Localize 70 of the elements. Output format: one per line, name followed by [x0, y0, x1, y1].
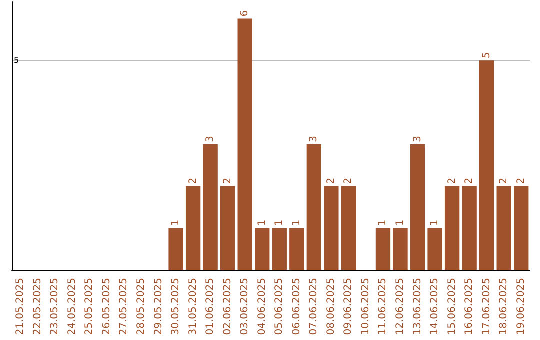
- x-tick-label: 23.05.2025: [50, 278, 61, 336]
- x-tick-label: 16.06.2025: [464, 278, 476, 336]
- bar: [238, 18, 252, 270]
- data-label: 1: [256, 220, 268, 226]
- data-label: 1: [170, 220, 182, 226]
- x-tick-label: 04.06.2025: [256, 278, 268, 336]
- data-label: 5: [481, 52, 492, 59]
- bar: [324, 186, 339, 270]
- bar: [479, 60, 494, 270]
- bar: [220, 186, 236, 270]
- x-tick-label: 19.06.2025: [516, 278, 527, 336]
- bar: [428, 228, 442, 270]
- bar: [203, 144, 218, 270]
- x-tick-label: 12.06.2025: [395, 278, 406, 336]
- data-label: 1: [378, 220, 389, 226]
- data-label: 2: [446, 178, 458, 184]
- x-tick-label: 11.06.2025: [378, 278, 389, 336]
- x-tick-label: 06.06.2025: [291, 278, 302, 336]
- x-tick-label: 03.06.2025: [240, 278, 251, 336]
- x-tick-label: 05.06.2025: [274, 278, 286, 336]
- data-label: 1: [430, 220, 441, 226]
- data-label: 2: [498, 178, 510, 184]
- data-label: 2: [188, 178, 199, 184]
- data-label: 3: [308, 136, 320, 142]
- x-tick-label: 25.05.2025: [84, 278, 96, 336]
- bar: [272, 228, 287, 270]
- x-tick-label: 15.06.2025: [446, 278, 458, 336]
- x-tick-label: 14.06.2025: [430, 278, 441, 336]
- data-label: 6: [240, 10, 251, 17]
- data-label: 2: [326, 178, 337, 184]
- x-tick-label: 09.06.2025: [343, 278, 354, 336]
- bar: [393, 228, 408, 270]
- x-tick-label: 17.06.2025: [481, 278, 492, 336]
- x-tick-label: 29.05.2025: [153, 278, 164, 336]
- bar: [444, 186, 460, 270]
- x-tick-label: 27.05.2025: [118, 278, 130, 336]
- bar: [341, 186, 356, 270]
- bar: [462, 186, 477, 270]
- bar: [255, 228, 270, 270]
- data-label: 2: [516, 178, 527, 184]
- data-label: 1: [395, 220, 406, 226]
- bar: [496, 186, 512, 270]
- x-tick-label: 10.06.2025: [360, 278, 372, 336]
- x-tick-label: 21.05.2025: [15, 278, 26, 336]
- x-tick-label: 31.05.2025: [188, 278, 199, 336]
- x-tick-label: 07.06.2025: [308, 278, 320, 336]
- bar: [376, 228, 391, 270]
- bar: [168, 228, 184, 270]
- data-label: 1: [291, 220, 302, 226]
- bar: [514, 186, 529, 270]
- x-tick-label: 26.05.2025: [101, 278, 112, 336]
- x-tick-label: 18.06.2025: [498, 278, 510, 336]
- data-label: 1: [274, 220, 286, 226]
- data-label: 3: [412, 136, 424, 142]
- data-label: 2: [464, 178, 476, 184]
- x-tick-label: 02.06.2025: [222, 278, 234, 336]
- x-tick-label: 30.05.2025: [170, 278, 182, 336]
- x-tick-label: 22.05.2025: [32, 278, 44, 336]
- bar: [306, 144, 322, 270]
- x-tick-label: 01.06.2025: [205, 278, 216, 336]
- x-tick-label: 08.06.2025: [326, 278, 337, 336]
- x-tick-label: 24.05.2025: [66, 278, 78, 336]
- x-tick-label: 28.05.2025: [136, 278, 147, 336]
- data-label: 3: [205, 136, 216, 142]
- data-label: 2: [222, 178, 234, 184]
- x-tick-label: 13.06.2025: [412, 278, 424, 336]
- bar: [410, 144, 426, 270]
- bar: [186, 186, 201, 270]
- bar: [290, 228, 304, 270]
- data-label: 2: [343, 178, 354, 184]
